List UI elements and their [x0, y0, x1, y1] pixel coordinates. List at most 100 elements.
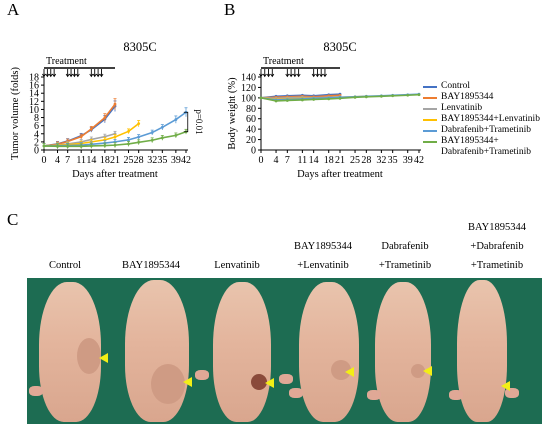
tumor-arrow-icon: [183, 377, 192, 387]
photo-label-line: +Trametinib: [378, 260, 432, 271]
photo-label-line: Dabrafenib: [381, 241, 429, 252]
y-tick-label: 6: [34, 121, 39, 132]
x-axis-label: Days after treatment: [297, 169, 383, 180]
data-point: [312, 98, 316, 101]
x-axis-label: Days after treatment: [72, 169, 158, 180]
y-tick-label: 0: [251, 146, 256, 157]
dosing-arrow-head-icon: [96, 73, 101, 78]
legend-swatch: [423, 141, 437, 143]
dosing-arrow-head-icon: [92, 73, 97, 78]
data-point: [300, 98, 304, 102]
legend-label: Dabrafenib+Trametinib: [441, 125, 531, 135]
dosing-arrow-head-icon: [75, 73, 80, 78]
data-point: [137, 140, 141, 144]
dosing-arrow-head-icon: [89, 73, 94, 78]
y-tick-label: 8: [34, 113, 39, 124]
data-point: [274, 99, 278, 103]
mouse-body: [213, 282, 271, 422]
y-axis-label: Body weight (%): [227, 77, 238, 150]
x-tick-label: 14: [309, 155, 319, 166]
x-tick-label: 42: [414, 155, 424, 166]
panel-b-letter: B: [224, 0, 236, 19]
y-axis-label: Tumor volume (folds): [10, 67, 21, 160]
y-tick-label: 4: [34, 129, 39, 140]
photo-label-line: +Trametinib: [470, 260, 524, 271]
y-tick-label: 10: [29, 105, 39, 116]
data-point: [353, 95, 357, 99]
y-tick-label: 140: [241, 73, 256, 84]
legend-item-triple-combination: BAY1895344+ Dabrafenib+Trametinib: [423, 136, 540, 158]
data-point: [327, 97, 331, 101]
legend-swatch: [423, 119, 437, 121]
dosing-arrow-head-icon: [99, 73, 104, 78]
x-tick-label: 4: [55, 155, 60, 166]
dosing-arrow-head-icon: [48, 73, 53, 78]
mouse-leg: [505, 388, 519, 398]
legend-label: Lenvatinib: [441, 103, 483, 113]
mouse-body: [299, 282, 359, 422]
mouse-leg: [279, 374, 293, 384]
dosing-arrow-head-icon: [72, 73, 77, 78]
photo-label-line: Lenvatinib: [214, 260, 260, 271]
photo-label-triple-combination: BAY1895344 +Dabrafenib +Trametinib: [448, 218, 546, 275]
x-tick-label: 39: [171, 155, 181, 166]
data-point: [103, 144, 107, 147]
data-point: [42, 144, 46, 148]
photo-label-bay-lenvatinib: BAY1895344 +Lenvatinib: [278, 237, 368, 275]
dosing-arrow-head-icon: [319, 73, 324, 78]
x-tick-label: 14: [86, 155, 96, 166]
mouse-body: [457, 280, 507, 422]
data-point: [113, 135, 117, 139]
mouse-body: [125, 280, 189, 422]
data-point: [79, 135, 83, 139]
x-tick-label: 21: [110, 155, 120, 166]
x-tick-label: 35: [157, 155, 167, 166]
dosing-arrow-head-icon: [266, 73, 271, 78]
photo-label-line: +Lenvatinib: [297, 260, 349, 271]
mouse-leg: [449, 390, 463, 400]
legend-swatch: [423, 97, 437, 99]
photo-label-bay1895344: BAY1895344: [108, 256, 194, 275]
legend-item-bay-lenvatinib: BAY1895344+Lenvatinib: [423, 114, 540, 125]
treatment-label: Treatment: [263, 56, 304, 67]
x-tick-label: 11: [76, 155, 86, 166]
data-point: [150, 131, 154, 134]
tumor: [77, 338, 101, 374]
data-point: [379, 94, 383, 98]
x-tick-label: 39: [403, 155, 413, 166]
mouse-photo-panel: [27, 278, 542, 424]
data-point: [150, 138, 154, 142]
data-point: [103, 116, 107, 119]
x-tick-label: 0: [259, 155, 264, 166]
legend-item-dabrafenib-trametinib: Dabrafenib+Trametinib: [423, 125, 540, 136]
data-point: [89, 144, 93, 148]
y-tick-label: 0: [34, 146, 39, 157]
significance-annotation: p=0.01: [194, 109, 204, 134]
legend-item-lenvatinib: Lenvatinib: [423, 103, 540, 114]
x-tick-label: 7: [285, 155, 290, 166]
legend-label-line: Dabrafenib+Trametinib: [441, 147, 531, 157]
tumor-arrow-icon: [501, 381, 510, 391]
legend-label: Control: [441, 81, 471, 91]
legend-swatch: [423, 86, 437, 88]
tumor-arrow-icon: [423, 366, 432, 376]
treatment-label: Treatment: [46, 56, 87, 67]
mouse-body: [375, 282, 431, 422]
legend-label: BAY1895344+Lenvatinib: [441, 114, 540, 124]
tumor: [151, 364, 185, 404]
mouse-leg: [195, 370, 209, 380]
data-point: [259, 96, 263, 100]
mouse-leg: [29, 386, 43, 396]
tumor: [251, 374, 267, 390]
dosing-arrow-head-icon: [65, 73, 70, 78]
x-tick-label: 11: [298, 155, 308, 166]
data-point: [113, 143, 117, 147]
dosing-arrow-head-icon: [45, 73, 50, 78]
legend-swatch: [423, 108, 437, 110]
chart-a-title: 8305C: [123, 40, 157, 54]
tumor-arrow-icon: [99, 353, 108, 363]
mouse-leg: [367, 390, 381, 400]
dosing-arrow-head-icon: [292, 73, 297, 78]
y-tick-label: 60: [246, 114, 256, 125]
dosing-arrow-head-icon: [270, 73, 275, 78]
